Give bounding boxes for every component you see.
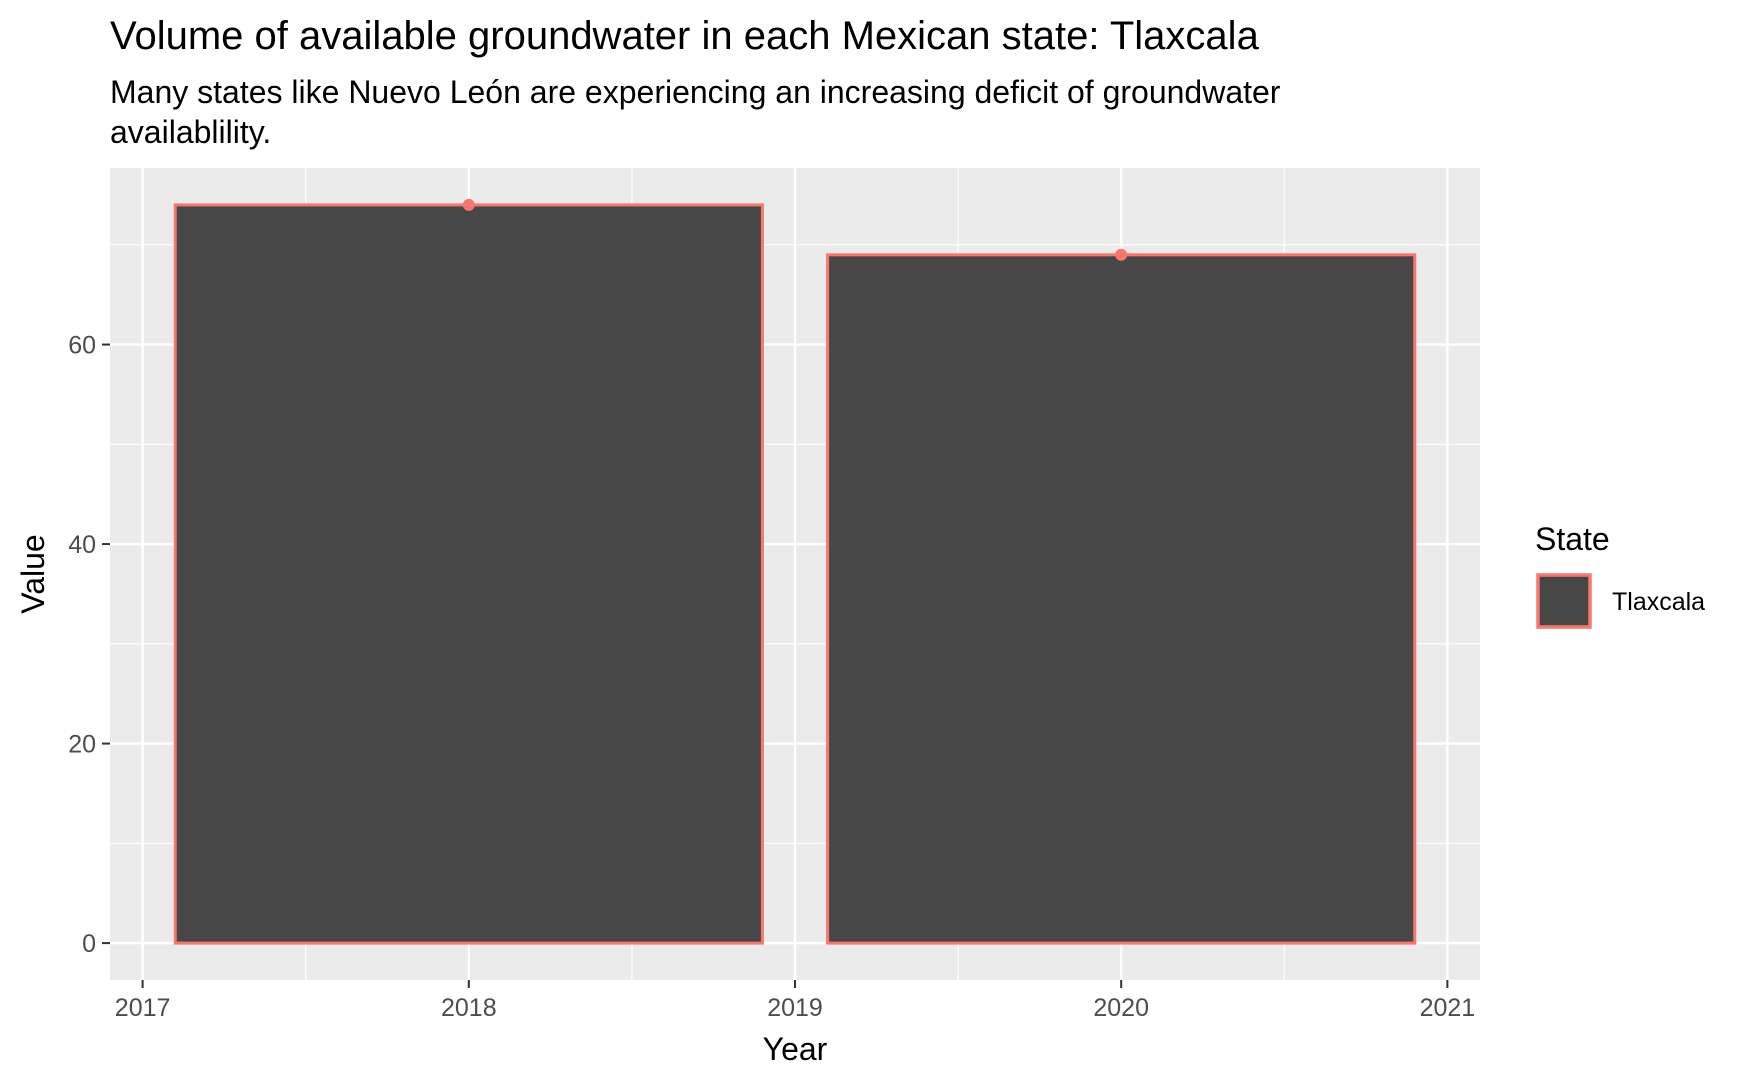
- chart-subtitle: Many states like Nuevo León are experien…: [110, 74, 1281, 150]
- y-tick-label: 60: [68, 332, 96, 360]
- points: [462, 198, 1128, 261]
- y-axis-title: Value: [15, 534, 51, 613]
- x-axis-title: Year: [763, 1031, 828, 1067]
- y-tick-label: 20: [68, 731, 96, 759]
- legend-label-tlaxcala: Tlaxcala: [1612, 588, 1705, 616]
- axes: 2017 2018 2019 2020 2021 0 20 40 60: [68, 332, 1475, 1022]
- bar-2018: [173, 203, 764, 945]
- x-tick-label: 2020: [1093, 994, 1149, 1022]
- bar-2020: [826, 253, 1417, 945]
- chart-title: Volume of available groundwater in each …: [110, 14, 1259, 58]
- point-2018: [462, 198, 475, 211]
- y-tick-label: 40: [68, 531, 96, 559]
- bars: [173, 203, 1417, 945]
- y-tick-label: 0: [82, 930, 96, 958]
- legend-title: State: [1535, 521, 1610, 557]
- x-tick-label: 2021: [1420, 994, 1476, 1022]
- x-tick-label: 2018: [441, 994, 497, 1022]
- legend: State Tlaxcala: [1535, 521, 1705, 629]
- legend-key-tlaxcala: [1536, 573, 1592, 629]
- x-tick-label: 2019: [767, 994, 823, 1022]
- point-2020: [1115, 248, 1128, 261]
- x-tick-label: 2017: [115, 994, 171, 1022]
